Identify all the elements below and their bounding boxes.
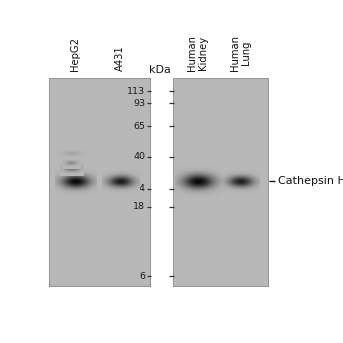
Text: HepG2: HepG2	[70, 37, 80, 71]
Text: 65: 65	[133, 121, 145, 131]
Text: 6: 6	[139, 272, 145, 281]
Bar	[49, 78, 150, 286]
Text: Human
Kidney: Human Kidney	[188, 35, 208, 71]
Text: 40: 40	[133, 152, 145, 161]
Text: 93: 93	[133, 99, 145, 108]
Text: A431: A431	[115, 45, 126, 71]
Text: 113: 113	[127, 87, 145, 96]
Text: 18: 18	[133, 202, 145, 211]
Text: 24: 24	[133, 184, 145, 193]
Text: kDa: kDa	[149, 65, 171, 75]
Text: Cathepsin H: Cathepsin H	[278, 176, 343, 186]
Text: Human
Lung: Human Lung	[230, 35, 251, 71]
Bar	[173, 78, 268, 286]
